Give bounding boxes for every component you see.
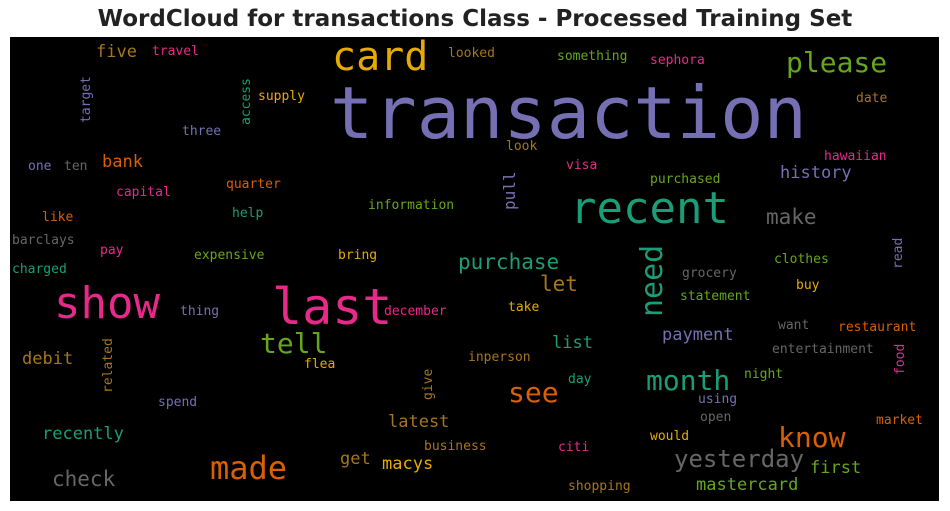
word-hawaiian: hawaiian — [824, 149, 887, 164]
word-ten: ten — [64, 159, 88, 174]
word-read: read — [891, 237, 906, 269]
word-pay: pay — [100, 243, 124, 258]
word-one: one — [28, 159, 52, 174]
word-target: target — [79, 76, 94, 123]
word-transaction: transaction — [330, 71, 807, 155]
word-sephora: sephora — [650, 53, 705, 68]
word-access: access — [239, 78, 254, 125]
word-information: information — [368, 198, 455, 213]
word-flea: flea — [304, 357, 336, 372]
word-using: using — [698, 392, 738, 407]
chart-title: WordCloud for transactions Class - Proce… — [97, 6, 853, 32]
word-market: market — [876, 413, 923, 428]
word-would: would — [650, 429, 690, 444]
word-shopping: shopping — [568, 479, 631, 494]
word-debit: debit — [22, 349, 74, 369]
word-know: know — [778, 421, 846, 454]
word-need: need — [635, 244, 670, 317]
word-buy: buy — [796, 278, 820, 293]
word-open: open — [700, 410, 732, 425]
word-spend: spend — [158, 395, 198, 410]
word-see: see — [508, 376, 559, 409]
word-payment: payment — [662, 325, 734, 345]
word-first: first — [810, 458, 862, 478]
word-inperson: inperson — [468, 350, 531, 365]
word-citi: citi — [558, 440, 590, 455]
word-barclays: barclays — [12, 233, 75, 248]
word-recently: recently — [42, 424, 124, 444]
word-help: help — [232, 206, 264, 221]
word-make: make — [766, 205, 817, 229]
word-entertainment: entertainment — [772, 342, 874, 357]
word-december: december — [384, 304, 447, 319]
word-latest: latest — [388, 412, 450, 432]
word-purchase: purchase — [458, 250, 560, 274]
word-mastercard: mastercard — [696, 475, 799, 495]
word-night: night — [744, 367, 784, 382]
word-look: look — [506, 139, 538, 154]
word-take: take — [508, 300, 540, 315]
word-like: like — [42, 210, 74, 225]
word-month: month — [646, 364, 731, 397]
word-bring: bring — [338, 248, 378, 263]
word-tell: tell — [260, 327, 328, 360]
word-clothes: clothes — [774, 252, 829, 267]
word-restaurant: restaurant — [838, 320, 917, 335]
word-travel: travel — [152, 44, 199, 59]
word-macys: macys — [382, 454, 434, 474]
word-bank: bank — [102, 152, 143, 172]
word-recent: recent — [570, 183, 729, 234]
word-show: show — [54, 278, 160, 329]
word-visa: visa — [566, 158, 598, 173]
word-let: let — [540, 272, 578, 296]
word-looked: looked — [448, 46, 495, 61]
word-five: five — [96, 42, 137, 62]
word-something: something — [557, 49, 628, 64]
word-give: give — [421, 368, 436, 400]
word-statement: statement — [680, 289, 751, 304]
word-expensive: expensive — [194, 248, 265, 263]
word-yesterday: yesterday — [674, 445, 805, 473]
word-day: day — [568, 372, 592, 387]
word-related: related — [101, 338, 116, 393]
word-want: want — [778, 318, 810, 333]
word-list: list — [552, 333, 593, 353]
word-pull: pull — [500, 171, 519, 210]
word-grocery: grocery — [682, 266, 737, 281]
word-three: three — [182, 124, 222, 139]
word-supply: supply — [258, 89, 305, 104]
word-history: history — [780, 163, 852, 183]
word-date: date — [856, 91, 888, 106]
word-last: last — [272, 278, 393, 336]
word-made: made — [210, 449, 288, 487]
word-cloud: transaction last show recent card please… — [10, 37, 939, 501]
word-purchased: purchased — [650, 172, 721, 187]
word-food: food — [893, 343, 908, 375]
word-thing: thing — [180, 304, 220, 319]
word-please: please — [786, 46, 888, 79]
word-business: business — [424, 439, 487, 454]
word-check: check — [52, 467, 116, 491]
word-quarter: quarter — [226, 177, 281, 192]
word-get: get — [340, 449, 371, 469]
word-capital: capital — [116, 185, 171, 200]
word-card: card — [332, 37, 429, 80]
word-charged: charged — [12, 262, 67, 277]
